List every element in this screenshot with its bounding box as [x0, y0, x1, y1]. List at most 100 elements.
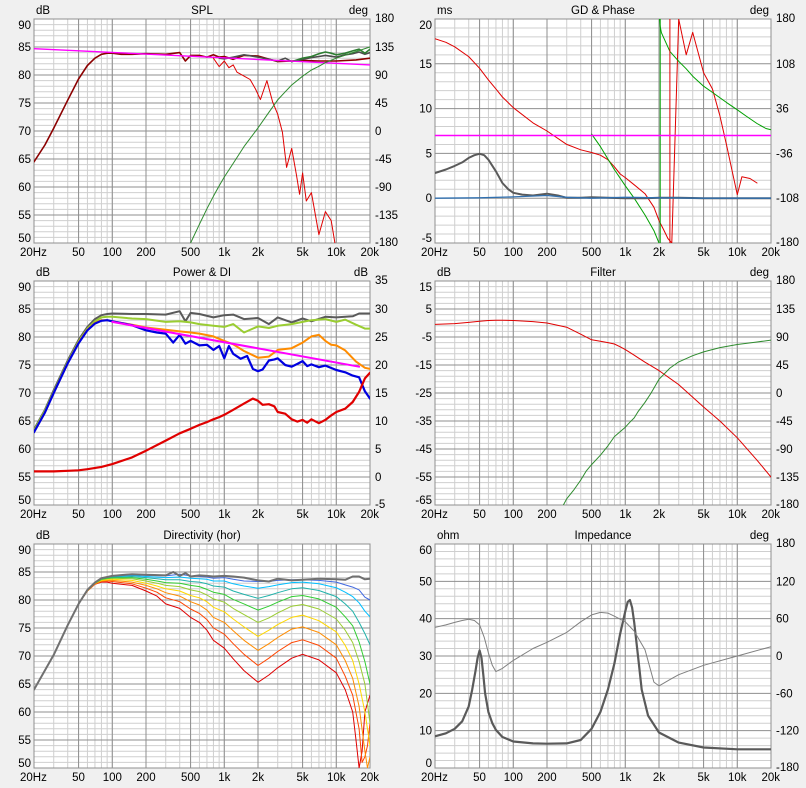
plot-area [434, 18, 772, 244]
x-tick-label: 5k [296, 247, 308, 259]
x-tick-label: 20Hz [421, 509, 448, 521]
left-tick-label: 80 [18, 332, 31, 344]
x-tick-label: 50 [72, 509, 85, 521]
x-tick-label: 20k [761, 247, 780, 259]
left-tick-label: 15 [419, 282, 432, 294]
left-tick-label: 90 [18, 20, 31, 32]
series-line [34, 48, 370, 66]
left-tick-label: 30 [419, 651, 432, 663]
left-tick-label: 60 [419, 545, 432, 557]
x-tick-label: 2k [653, 247, 665, 259]
right-tick-label: -45 [776, 416, 793, 428]
series-line [34, 371, 370, 473]
x-tick-label: 5k [697, 772, 709, 784]
right-tick-label: 20 [375, 360, 388, 372]
series-line [435, 598, 771, 751]
right-tick-label: 180 [375, 13, 394, 25]
curves [435, 598, 771, 751]
left-tick-label: 20 [419, 688, 432, 700]
right-axis-unit: deg [349, 5, 368, 17]
series-line [435, 194, 771, 199]
x-tick-label: 20k [360, 247, 379, 259]
left-tick-label: 65 [18, 154, 31, 166]
series-line [562, 339, 771, 505]
right-tick-label: 5 [375, 444, 381, 456]
series-line [218, 51, 370, 63]
x-tick-label: 100 [103, 509, 122, 521]
x-tick-label: 20Hz [421, 247, 448, 259]
series-line [34, 571, 370, 691]
left-tick-label: 80 [18, 70, 31, 82]
series-line [190, 46, 370, 243]
left-tick-label: 75 [18, 623, 31, 635]
x-tick-label: 50 [72, 772, 85, 784]
series-line [111, 320, 361, 368]
x-tick-label: 5k [697, 247, 709, 259]
right-tick-label: -180 [776, 762, 799, 774]
right-tick-label: 90 [375, 70, 388, 82]
x-tick-label: 2k [252, 509, 264, 521]
right-tick-label: 180 [776, 13, 795, 25]
right-tick-label: 10 [375, 416, 388, 428]
x-tick-label: 5k [296, 772, 308, 784]
x-tick-label: 500 [582, 509, 601, 521]
left-tick-label: 50 [18, 233, 31, 245]
curves [435, 319, 771, 505]
x-tick-label: 1k [619, 247, 631, 259]
left-tick-label: 85 [18, 304, 31, 316]
left-axis-unit: dB [36, 5, 50, 17]
x-tick-label: 50 [473, 509, 486, 521]
x-tick-label: 5k [296, 509, 308, 521]
left-tick-label: 55 [18, 210, 31, 222]
left-tick-label: 50 [18, 495, 31, 507]
left-tick-label: 80 [18, 595, 31, 607]
x-tick-label: 10k [327, 509, 346, 521]
left-tick-label: 70 [18, 651, 31, 663]
right-tick-label: -36 [776, 148, 793, 160]
right-tick-label: 120 [776, 576, 795, 588]
right-axis-unit: dB [354, 267, 368, 279]
x-tick-label: 500 [181, 509, 200, 521]
left-tick-label: 55 [18, 735, 31, 747]
series-line [591, 19, 771, 243]
chart-title: Directivity (hor) [163, 530, 240, 542]
left-tick-label: 90 [18, 545, 31, 557]
x-tick-label: 10k [728, 247, 747, 259]
x-tick-label: 10k [327, 247, 346, 259]
right-tick-label: -108 [776, 193, 799, 205]
left-tick-label: -5 [422, 332, 432, 344]
left-tick-label: 50 [419, 576, 432, 588]
x-tick-label: 200 [537, 247, 556, 259]
x-tick-label: 10k [728, 509, 747, 521]
right-tick-label: -180 [375, 237, 398, 249]
left-tick-label: 40 [419, 614, 432, 626]
x-tick-label: 20Hz [20, 772, 47, 784]
left-axis-unit: dB [36, 267, 50, 279]
x-tick-label: 2k [653, 772, 665, 784]
x-tick-label: 50 [473, 772, 486, 784]
right-tick-label: -5 [375, 499, 385, 511]
right-tick-label: -90 [776, 444, 793, 456]
x-tick-label: 1k [218, 772, 230, 784]
left-tick-label: 5 [426, 304, 432, 316]
x-tick-label: 500 [181, 772, 200, 784]
left-tick-label: -25 [415, 388, 432, 400]
x-tick-label: 500 [582, 772, 601, 784]
chart-spl: SPL dB deg 90 85 80 75 70 65 60 55 50 180 135 90 45 0 -45… [18, 5, 398, 259]
right-tick-label: 45 [776, 360, 789, 372]
chart-filter: Filter dB deg 15 5 -5 -15 -25 -35 -45 -55 -65 180 135… [415, 267, 799, 521]
series-line [435, 319, 771, 478]
left-tick-label: -5 [422, 233, 432, 245]
x-tick-label: 2k [252, 247, 264, 259]
curves [435, 19, 771, 243]
right-tick-label: 35 [375, 275, 388, 287]
curves [34, 571, 370, 768]
x-tick-label: 200 [136, 509, 155, 521]
chart-title: SPL [191, 5, 213, 17]
right-tick-label: -120 [776, 726, 799, 738]
chart-title: GD & Phase [571, 5, 635, 17]
left-tick-label: 0 [426, 193, 432, 205]
